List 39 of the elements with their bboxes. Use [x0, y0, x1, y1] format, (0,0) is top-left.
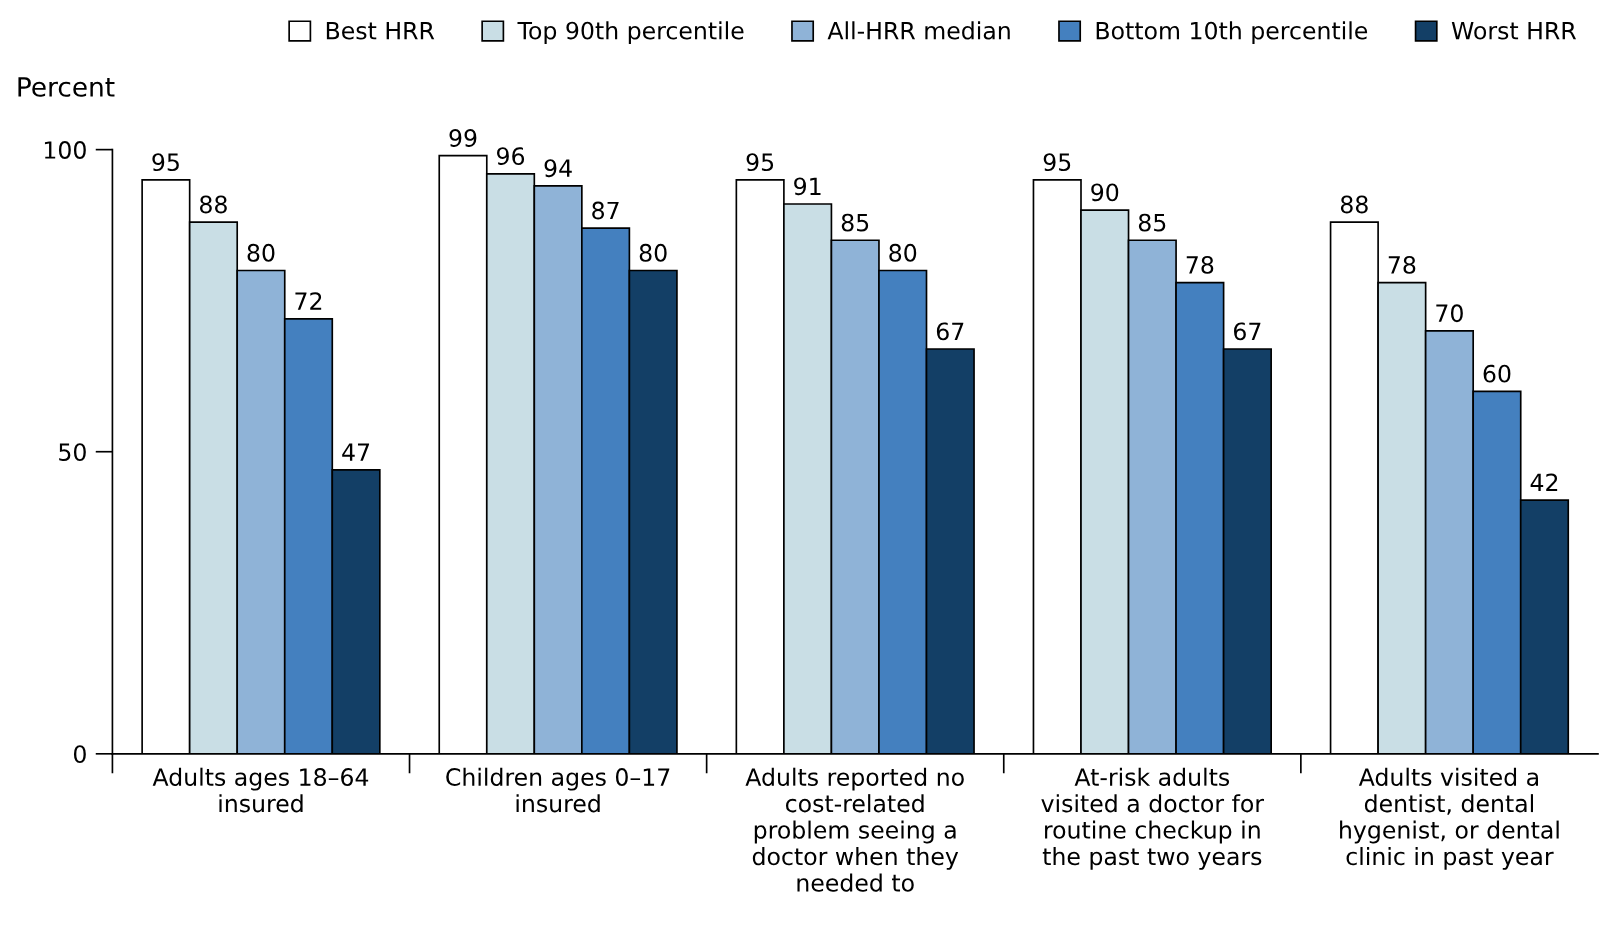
y-tick-label: 100: [44, 141, 86, 159]
x-tick-label: Adults ages 18–64 insured: [152, 767, 369, 813]
x-tick-label: Adults visited a dentist, dental hygenist, or dental clinic in past year: [1340, 767, 1559, 870]
data-label: 80: [639, 243, 667, 262]
data-label: 78: [1388, 255, 1416, 274]
data-label: 90: [1091, 183, 1119, 202]
data-label: 80: [889, 243, 917, 262]
data-label: 47: [342, 443, 370, 461]
data-label: 99: [449, 129, 477, 147]
legend-label: Top 90th percentile: [517, 21, 744, 45]
data-label: 42: [1530, 473, 1558, 491]
y-tick-label: 0: [73, 745, 86, 764]
legend-label: Best HRR: [326, 21, 435, 40]
data-label: 95: [746, 153, 774, 172]
data-label: 88: [1340, 195, 1368, 214]
data-label: 95: [1043, 153, 1071, 172]
legend-label: All-HRR median: [827, 21, 1010, 40]
data-label: 85: [1138, 213, 1166, 232]
data-label: 95: [152, 153, 179, 172]
data-label: 94: [544, 159, 572, 178]
data-label: 87: [592, 201, 619, 220]
x-tick-label: Adults reported no cost-related problem seeing a doctor when they needed to: [745, 767, 964, 892]
data-label: 60: [1483, 364, 1511, 383]
legend-label: Worst HRR: [1451, 21, 1577, 40]
data-label: 72: [295, 292, 322, 310]
y-axis-title: Percent: [18, 77, 115, 97]
y-tick-label: 50: [59, 443, 86, 462]
data-label: 85: [841, 213, 869, 232]
data-label: 88: [200, 195, 227, 214]
x-tick-label: At-risk adults visited a doctor for routine checkup in the past two years: [1041, 767, 1265, 870]
data-label: 96: [497, 147, 525, 166]
data-label: 67: [936, 322, 964, 341]
data-label: 91: [794, 177, 821, 196]
data-label: 67: [1234, 322, 1261, 341]
data-label: 78: [1186, 255, 1214, 274]
legend-label: Bottom 10th percentile: [1096, 21, 1368, 45]
data-label: 70: [1436, 304, 1463, 323]
data-label: 80: [247, 243, 275, 262]
x-tick-label: Children ages 0–17 insured: [446, 767, 670, 813]
